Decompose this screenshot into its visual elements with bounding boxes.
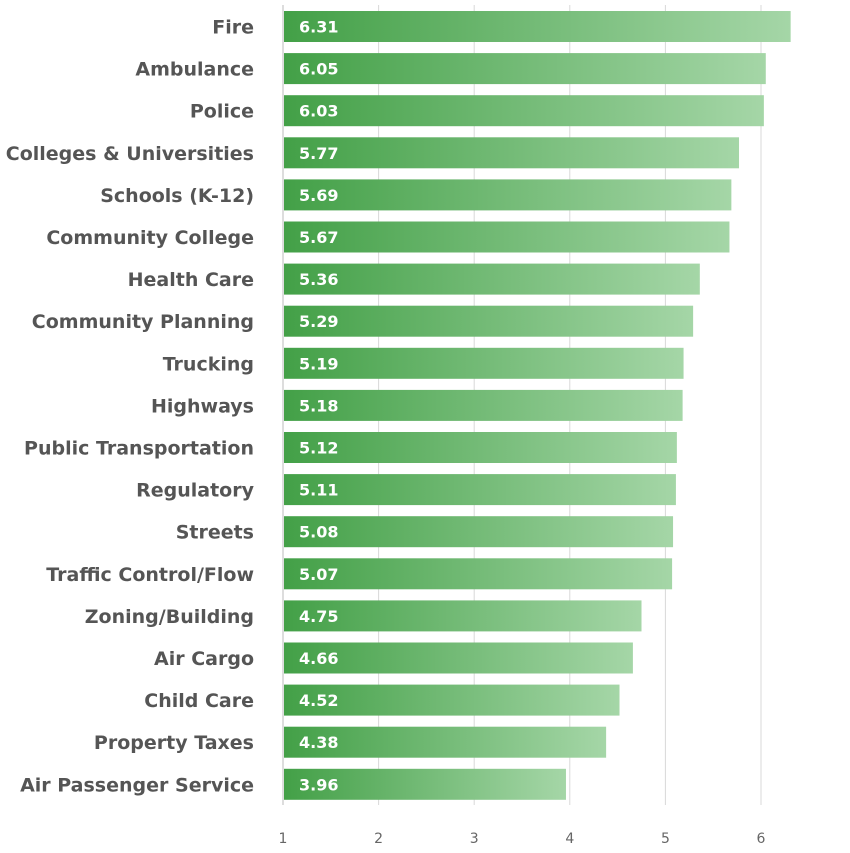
bar-value-label: 5.11 [299,481,338,500]
category-label: Community Planning [32,311,254,333]
bar-value-label: 5.12 [299,439,338,458]
bar [284,347,684,379]
category-label: Health Care [128,269,254,291]
bar [284,389,683,421]
category-label: Traffic Control/Flow [46,564,254,586]
bar [284,558,673,590]
bar-value-label: 5.77 [299,144,338,163]
category-label: Ambulance [135,59,254,81]
category-label: Colleges & Universities [6,143,254,165]
x-axis-ticks: 1 2 3 4 5 6 [279,831,766,847]
category-label: Public Transportation [24,438,254,460]
category-label: Highways [151,395,254,417]
bar [284,600,642,632]
bar-value-label: 4.38 [299,733,338,752]
x-tick-label: 3 [470,831,479,847]
x-tick-label: 1 [279,831,288,847]
category-label: Trucking [163,353,254,375]
bar [284,137,740,169]
bar-value-label: 5.67 [299,228,338,247]
bar [284,516,674,548]
category-label: Community College [46,227,254,249]
bar-value-label: 6.03 [299,102,338,121]
category-label: Air Passenger Service [20,774,254,796]
bar-value-label: 4.66 [299,649,338,668]
bar-value-label: 5.18 [299,396,338,415]
bar-value-label: 5.36 [299,270,338,289]
bar-value-label: 4.52 [299,691,338,710]
category-label: Fire [212,17,254,39]
category-label: Schools (K-12) [100,185,254,207]
bar [284,179,732,211]
bar [284,95,764,127]
category-label: Child Care [144,690,254,712]
bar [284,53,766,85]
bar-value-label: 5.69 [299,186,338,205]
bar-value-label: 5.07 [299,565,338,584]
category-labels: Fire Ambulance Police Colleges & Universiti… [6,17,255,797]
bar [284,768,566,800]
category-label: Regulatory [136,480,254,502]
x-tick-label: 2 [374,831,383,847]
bar-value-label: 5.29 [299,312,338,331]
bar [284,474,676,506]
bar [284,726,607,758]
category-label: Police [190,101,254,123]
bar-value-label: 5.08 [299,523,338,542]
category-label: Air Cargo [154,648,254,670]
bar [284,684,620,716]
category-label: Streets [176,522,254,544]
bar [284,642,633,674]
bar [284,263,700,295]
bar [284,221,730,253]
bar-value-label: 5.19 [299,354,338,373]
bar [284,11,791,42]
bars: 6.31 6.05 6.03 5.77 5.69 5.67 5.36 5.29 5.19 5.18… [284,11,791,800]
category-label: Zoning/Building [85,606,254,628]
x-tick-label: 4 [565,831,574,847]
bar [284,432,677,463]
bar-value-label: 3.96 [299,775,338,794]
bar-value-label: 6.05 [299,60,338,79]
x-tick-label: 6 [757,831,766,847]
bar-value-label: 4.75 [299,607,338,626]
bar [284,305,694,337]
x-tick-label: 5 [661,831,670,847]
category-label: Property Taxes [94,732,254,754]
bar-value-label: 6.31 [299,18,338,37]
